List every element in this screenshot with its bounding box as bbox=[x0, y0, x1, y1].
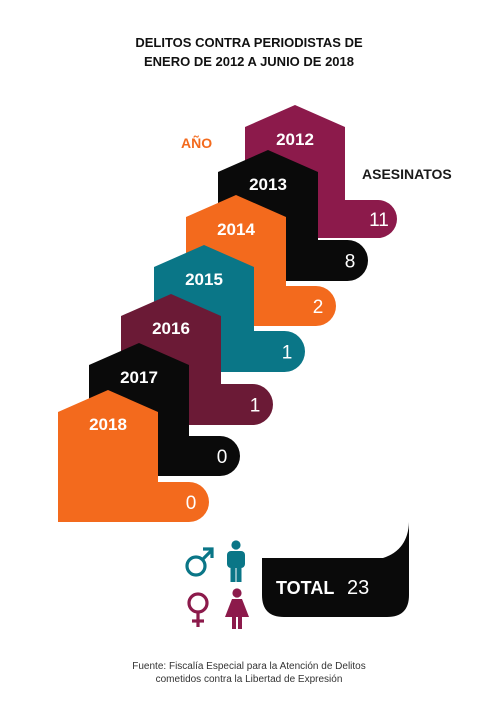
year-steps: 2012 11 2013 8 2014 2 2015 1 2016 1 2017 0 2018 0 bbox=[58, 105, 397, 522]
chart-title: DELITOS CONTRA PERIODISTAS DE ENERO DE 2… bbox=[0, 33, 498, 71]
year-label: 2013 bbox=[249, 175, 287, 194]
chart-title-line-1: DELITOS CONTRA PERIODISTAS DE bbox=[135, 35, 363, 50]
source-line-1: Fuente: Fiscalía Especial para la Atenci… bbox=[132, 661, 366, 672]
total-label: TOTAL bbox=[276, 578, 334, 598]
step-shape-2018 bbox=[58, 390, 209, 522]
value-label: 11 bbox=[369, 210, 389, 231]
year-label: 2014 bbox=[217, 220, 255, 239]
year-label: 2018 bbox=[89, 415, 127, 434]
value-header: ASESINATOS bbox=[362, 166, 452, 182]
total-background bbox=[262, 522, 409, 617]
value-label: 2 bbox=[313, 297, 324, 318]
source-note: Fuente: Fiscalía Especial para la Atenci… bbox=[0, 660, 498, 686]
total-box: TOTAL 23 bbox=[262, 522, 409, 617]
man-figure-icon bbox=[227, 540, 245, 582]
year-label: 2016 bbox=[152, 319, 190, 338]
chart-title-line-2: ENERO DE 2012 A JUNIO DE 2018 bbox=[143, 54, 354, 69]
value-label: 0 bbox=[217, 447, 228, 468]
total-value: 23 bbox=[347, 577, 369, 599]
woman-figure-icon bbox=[225, 588, 249, 629]
year-label: 2015 bbox=[185, 270, 223, 289]
female-symbol-icon bbox=[187, 592, 209, 627]
value-label: 1 bbox=[282, 343, 293, 364]
year-label: 2017 bbox=[120, 368, 158, 387]
year-header: AÑO bbox=[181, 134, 212, 151]
value-label: 8 bbox=[345, 252, 356, 273]
year-label: 2012 bbox=[276, 130, 314, 149]
source-line-2: cometidos contra la Libertad de Expresió… bbox=[155, 674, 343, 685]
value-label: 1 bbox=[250, 396, 261, 417]
gender-icons bbox=[185, 540, 249, 629]
male-symbol-icon bbox=[185, 547, 214, 577]
value-label: 0 bbox=[186, 493, 197, 514]
